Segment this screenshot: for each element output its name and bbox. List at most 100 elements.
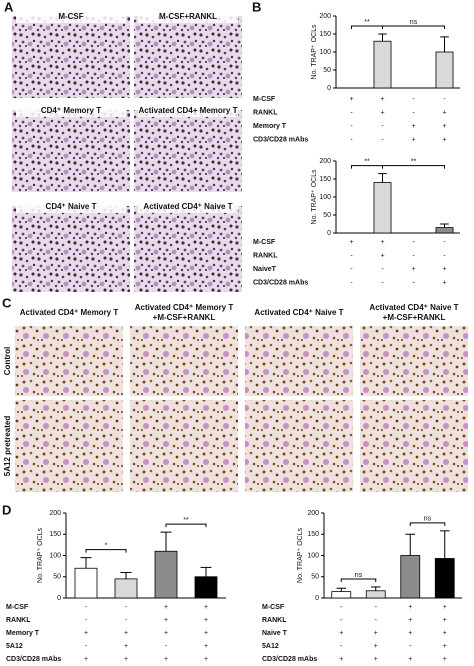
y-tick-label: 0 [327,230,331,237]
condition-name: NaiveT [253,266,277,273]
significance-bracket [382,165,445,169]
y-tick-label: 0 [315,595,319,602]
column-caption: Activated CD4⁺ Naive T [254,308,343,317]
condition-sign: + [164,604,168,611]
condition-sign: - [381,279,384,286]
bar [434,558,455,599]
error-bar [80,557,92,569]
error-bar [160,531,172,552]
condition-sign: - [412,96,415,103]
condition-sign: + [443,630,447,637]
column-caption: Activated CD4⁺ Naive T [369,303,458,312]
bar [74,567,98,599]
condition-sign: + [408,604,412,611]
condition-name: RANKL [253,252,278,259]
condition-sign: - [85,604,88,611]
bar [194,576,218,599]
condition-name: CD3/CD28 mAbs [262,656,317,663]
condition-sign: + [204,630,208,637]
y-axis-label: No. TRAP⁺ OCLs [37,528,44,583]
condition-sign: + [443,656,447,663]
micrograph [130,326,238,396]
condition-sign: + [374,656,378,663]
bar [331,591,352,599]
error-bar [371,586,381,591]
condition-sign: + [442,279,446,286]
y-tick-label: 200 [49,510,61,517]
condition-sign: - [375,604,378,611]
condition-name: Memory T [6,630,40,637]
condition-sign: - [350,252,353,259]
micrograph [245,400,353,492]
condition-sign: + [164,630,168,637]
condition-sign: + [411,123,415,130]
condition-sign: + [442,136,446,143]
condition-sign: + [204,617,208,624]
error-bar [440,530,450,559]
error-bar [120,572,132,579]
y-tick-label: 0 [57,595,61,602]
bar [365,590,386,599]
condition-sign: - [443,239,446,246]
significance-label: ** [411,158,417,165]
y-tick-label: 150 [319,31,331,38]
y-tick-label: 150 [319,176,331,183]
condition-sign: - [412,239,415,246]
condition-sign: + [411,266,415,273]
image-caption: M-CSF [58,12,83,21]
significance-bracket [351,25,383,29]
y-axis-label: No. TRAP⁺ OCLs [311,24,318,79]
condition-sign: - [409,643,412,650]
panel-label: B [252,0,261,14]
condition-sign: + [443,643,447,650]
condition-sign: - [350,136,353,143]
significance-bracket [351,165,383,169]
condition-sign: + [380,96,384,103]
y-axis-label: No. TRAP⁺ OCLs [311,169,318,224]
error-bar [440,223,449,228]
significance-label: ns [410,19,418,26]
condition-sign: + [204,604,208,611]
caption-box [138,201,238,213]
condition-name: 5A12 [262,643,279,650]
condition-sign: + [84,630,88,637]
column-caption: +M-CSF+RANKL [153,313,216,322]
condition-name: RANKL [6,617,31,624]
significance-label: ns [355,572,363,579]
condition-sign: - [443,96,446,103]
caption-box [16,105,126,117]
bar [154,550,178,599]
condition-sign: + [408,656,412,663]
condition-sign: + [408,630,412,637]
significance-label: ** [364,19,370,26]
y-tick-label: 200 [319,158,331,165]
y-tick-label: 100 [307,552,319,559]
micrograph [134,16,242,98]
condition-sign: - [350,109,353,116]
condition-name: Memory T [253,123,287,130]
condition-sign: - [165,643,168,650]
condition-name: Naive T [262,630,288,637]
row-label: Control [3,347,12,375]
significance-bracket [340,578,377,582]
image-caption: Activated CD4+ Memory T [139,106,238,115]
condition-sign: - [412,109,415,116]
caption-box [138,105,238,117]
condition-sign: - [125,604,128,611]
significance-bracket [382,25,445,29]
condition-sign: + [380,252,384,259]
condition-name: M-CSF [253,239,276,246]
micrograph [360,326,468,396]
bar [373,40,392,89]
significance-label: * [105,542,108,549]
y-axis-label: No. TRAP⁺ OCLs [297,528,304,583]
condition-sign: - [340,604,343,611]
bar [400,555,421,599]
y-tick-label: 200 [307,510,319,517]
condition-sign: - [412,279,415,286]
condition-name: CD3/CD28 mAbs [253,279,308,286]
condition-sign: - [350,123,353,130]
significance-label: ** [183,517,189,524]
micrograph [15,400,123,492]
